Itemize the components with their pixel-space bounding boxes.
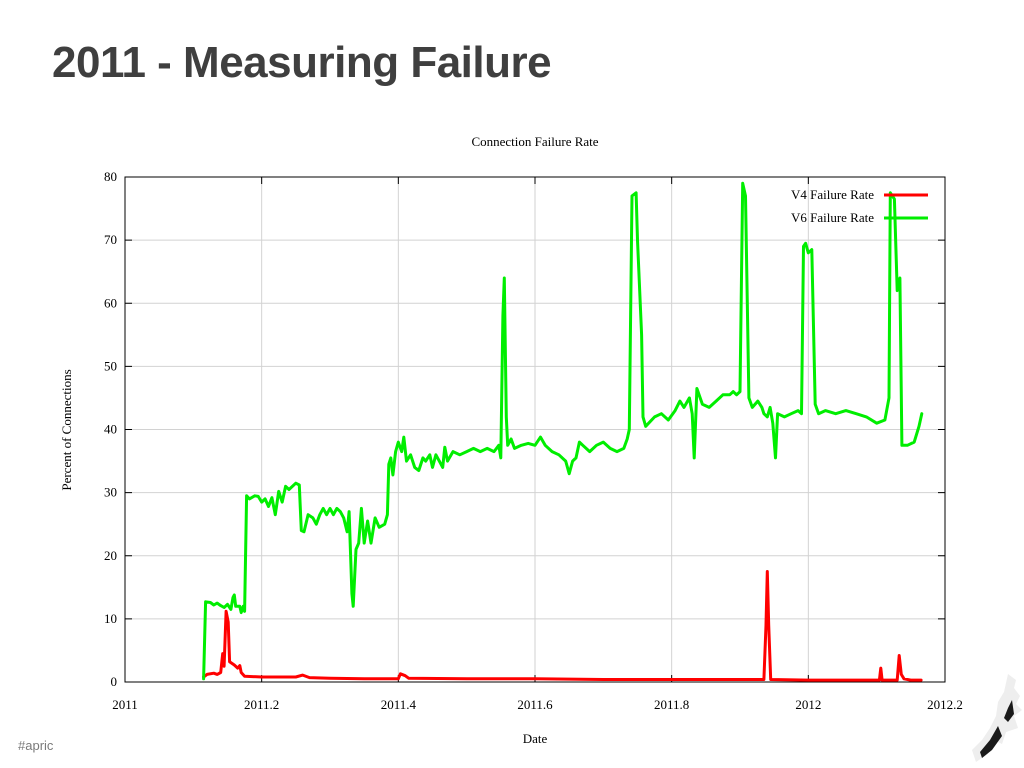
y-tick-label: 80 (104, 169, 117, 184)
footer-hashtag: #apric (18, 738, 54, 753)
legend-label-v6: V6 Failure Rate (791, 210, 874, 225)
x-tick-label: 2011.6 (517, 697, 553, 712)
y-tick-label: 60 (104, 295, 117, 310)
y-axis-label: Percent of Connections (59, 369, 74, 490)
x-tick-label: 2011.8 (654, 697, 689, 712)
x-tick-label: 2011 (112, 697, 138, 712)
x-axis-label: Date (523, 731, 548, 746)
x-tick-label: 2011.4 (381, 697, 417, 712)
grid-lines (124, 176, 946, 683)
slide-title: 2011 - Measuring Failure (52, 38, 552, 87)
y-tick-label: 0 (111, 674, 118, 689)
tick-labels: 2011 2011.2 2011.4 2011.6 2011.8 2012 2012.2 0 1… (104, 169, 963, 712)
y-tick-label: 70 (104, 232, 117, 247)
v6-failure-rate-line (202, 181, 924, 681)
x-tick-label: 2012 (795, 697, 821, 712)
y-tick-label: 20 (104, 548, 117, 563)
y-tick-label: 50 (104, 358, 117, 373)
y-tick-label: 30 (104, 485, 117, 500)
v4-failure-rate-line (202, 570, 923, 682)
x-tick-label: 2012.2 (927, 697, 963, 712)
y-tick-label: 40 (104, 422, 117, 437)
x-tick-label: 2011.2 (244, 697, 279, 712)
new-zealand-logo-icon (972, 674, 1022, 762)
y-tick-label: 10 (104, 611, 117, 626)
chart-title: Connection Failure Rate (471, 134, 598, 149)
legend: V4 Failure Rate V6 Failure Rate (791, 187, 928, 225)
legend-label-v4: V4 Failure Rate (791, 187, 874, 202)
series-lines (202, 181, 924, 682)
